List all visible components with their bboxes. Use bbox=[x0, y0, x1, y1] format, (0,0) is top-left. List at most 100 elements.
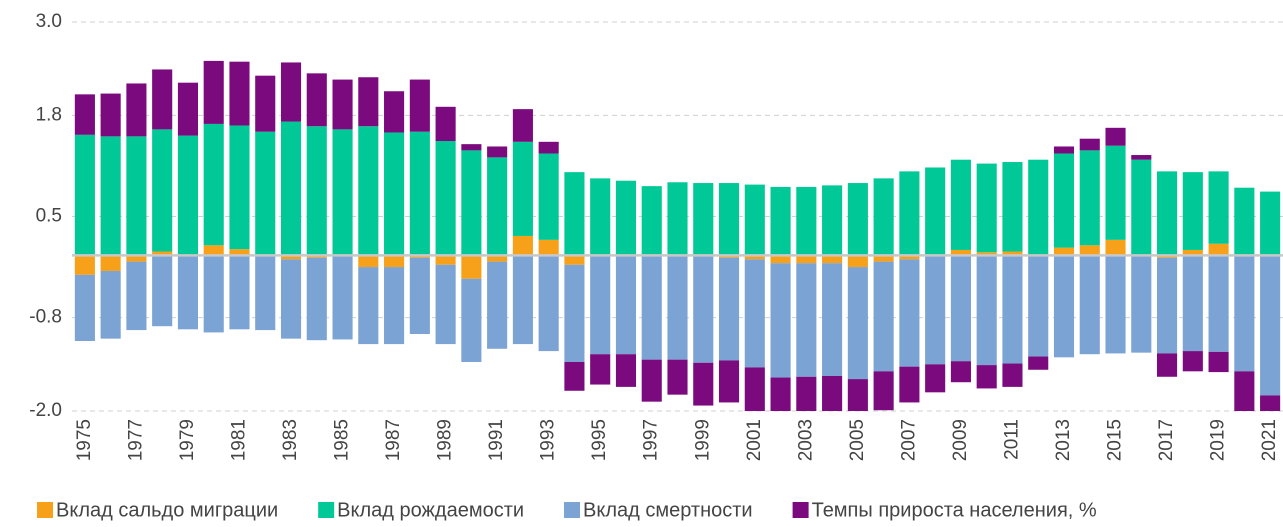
x-tick-label: 2005 bbox=[847, 419, 868, 461]
bar-segment bbox=[1260, 191, 1281, 256]
bar-segment bbox=[255, 255, 276, 331]
x-tick-label: 2015 bbox=[1105, 419, 1126, 461]
bar-segment bbox=[718, 360, 740, 403]
bar-segment bbox=[693, 183, 714, 256]
y-tick-label: -2.0 bbox=[29, 400, 62, 421]
x-tick-label: 1983 bbox=[280, 419, 301, 461]
bar-segment bbox=[847, 183, 868, 256]
x-tick-label: 2001 bbox=[744, 419, 765, 461]
bar-segment bbox=[1157, 171, 1178, 256]
bar-segment bbox=[847, 379, 868, 411]
y-tick-label: 3.0 bbox=[36, 11, 62, 32]
bar-segment bbox=[384, 132, 405, 256]
bar-segment bbox=[796, 376, 817, 411]
bar-segment bbox=[822, 263, 843, 376]
bar-segment bbox=[332, 79, 353, 130]
bar-segment bbox=[976, 255, 997, 366]
bar-segment bbox=[718, 183, 740, 256]
x-tick-label: 1997 bbox=[641, 419, 662, 461]
bar-segment bbox=[255, 75, 276, 132]
x-tick-label: 2011 bbox=[1001, 419, 1022, 460]
bar-segment bbox=[1105, 127, 1126, 146]
legend-swatch bbox=[318, 502, 335, 518]
bar-segment bbox=[718, 257, 740, 361]
bar-segment bbox=[538, 141, 559, 154]
bar-segment bbox=[693, 362, 714, 406]
bar-segment bbox=[177, 82, 198, 136]
bar-segment bbox=[126, 261, 147, 331]
bar-segment bbox=[1053, 247, 1075, 256]
bar-segment bbox=[744, 184, 765, 256]
bar-segment bbox=[822, 185, 843, 256]
bar-segment bbox=[950, 255, 971, 362]
bar-segment bbox=[796, 263, 817, 377]
bar-segment bbox=[1208, 255, 1229, 352]
bar-segment bbox=[1002, 162, 1023, 252]
bar-segment bbox=[950, 159, 971, 250]
bar-segment bbox=[512, 141, 533, 236]
bar-segment bbox=[873, 255, 894, 262]
bar-segment bbox=[203, 60, 224, 124]
bar-segment bbox=[306, 257, 327, 341]
bar-segment bbox=[74, 94, 95, 135]
bar-segment bbox=[564, 264, 585, 362]
bar-segment bbox=[409, 79, 430, 132]
bar-segment bbox=[1079, 150, 1100, 246]
bar-segment bbox=[1079, 255, 1100, 355]
bar-segment bbox=[74, 255, 95, 275]
bar-segment bbox=[1079, 245, 1100, 256]
bar-segment bbox=[1028, 356, 1049, 370]
bar-segment bbox=[615, 354, 637, 387]
bar-segment bbox=[899, 171, 920, 256]
x-tick-label: 1987 bbox=[383, 419, 404, 461]
x-tick-label: 1975 bbox=[74, 419, 95, 461]
bar-segment bbox=[280, 255, 302, 260]
bar-segment bbox=[177, 255, 198, 330]
bar-segment bbox=[435, 255, 456, 265]
x-tick-label: 1995 bbox=[589, 419, 610, 461]
bar-segment bbox=[770, 186, 791, 256]
y-tick-label: -0.8 bbox=[29, 307, 62, 328]
legend-label: Вклад сальдо миграции bbox=[56, 499, 278, 521]
bar-segment bbox=[100, 136, 121, 256]
bar-segment bbox=[899, 255, 920, 260]
bar-segment bbox=[1234, 371, 1255, 411]
bars bbox=[72, 60, 1283, 411]
bar-segment bbox=[409, 257, 430, 334]
bar-segment bbox=[332, 129, 353, 256]
x-tick-label: 1989 bbox=[435, 419, 456, 461]
bar-segment bbox=[847, 267, 868, 380]
bar-segment bbox=[152, 69, 173, 130]
bar-segment bbox=[1053, 146, 1075, 154]
bar-segment bbox=[152, 129, 173, 252]
bar-segment bbox=[229, 125, 250, 250]
bar-segment bbox=[1157, 257, 1178, 354]
bar-segment bbox=[667, 359, 688, 395]
bar-segment bbox=[100, 255, 121, 271]
bar-segment bbox=[203, 245, 224, 256]
bar-segment bbox=[770, 263, 791, 378]
bar-segment bbox=[847, 255, 868, 268]
bar-segment bbox=[126, 136, 147, 256]
bar-segment bbox=[461, 144, 482, 151]
bar-segment bbox=[976, 252, 997, 256]
bar-segment bbox=[435, 106, 456, 142]
bar-segment bbox=[1105, 255, 1126, 354]
bar-segment bbox=[487, 157, 508, 256]
bar-segment bbox=[280, 121, 302, 256]
bar-segment bbox=[1131, 255, 1152, 353]
x-tick-label: 2021 bbox=[1259, 419, 1280, 461]
bar-segment bbox=[384, 91, 405, 133]
bar-segment bbox=[229, 249, 250, 256]
x-tick-label: 1993 bbox=[538, 419, 559, 461]
bar-segment bbox=[564, 172, 585, 256]
bar-segment bbox=[1260, 395, 1281, 411]
bar-segment bbox=[641, 186, 662, 256]
bar-segment bbox=[564, 255, 585, 265]
legend-swatch bbox=[792, 502, 809, 518]
bar-segment bbox=[461, 278, 482, 362]
x-tick-label: 2007 bbox=[898, 419, 919, 461]
x-tick-label: 2017 bbox=[1156, 419, 1177, 461]
bar-segment bbox=[590, 255, 611, 355]
